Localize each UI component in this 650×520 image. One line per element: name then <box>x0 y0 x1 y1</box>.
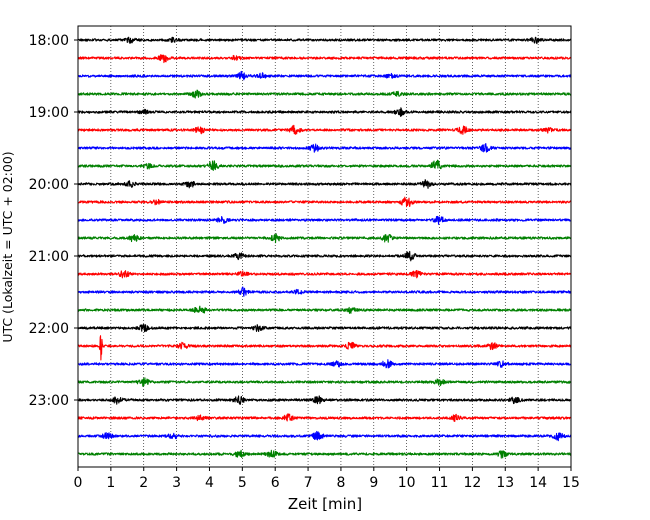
y-tick-label: 23:00 <box>29 393 69 409</box>
trace-2145 <box>77 305 572 314</box>
trace-2045 <box>77 233 572 244</box>
trace-2100 <box>77 250 572 262</box>
trace-1800 <box>77 36 572 45</box>
x-tick-label: 10 <box>398 475 416 491</box>
trace-2315 <box>77 413 572 422</box>
y-axis-label: UTC (Lokalzeit = UTC + 02:00) <box>0 151 15 342</box>
trace-2030 <box>77 215 572 225</box>
x-tick-label: 1 <box>106 475 115 491</box>
y-tick-label: 18:00 <box>29 33 69 49</box>
trace-2000 <box>77 179 572 189</box>
x-tick-label: 6 <box>271 475 280 491</box>
trace-1945 <box>77 159 572 171</box>
trace-1915 <box>77 124 572 135</box>
trace-1930 <box>77 143 572 153</box>
x-axis-label: Zeit [min] <box>288 495 362 513</box>
trace-2200 <box>77 323 572 333</box>
x-tick-label: 3 <box>172 475 181 491</box>
x-tick-label: 7 <box>304 475 313 491</box>
x-tick-label: 11 <box>431 475 449 491</box>
x-tick-label: 0 <box>74 475 83 491</box>
trace-2330 <box>77 430 572 442</box>
trace-2115 <box>77 269 572 279</box>
trace-1845 <box>77 89 572 99</box>
x-tick-label: 9 <box>369 475 378 491</box>
x-tick-label: 12 <box>463 475 481 491</box>
x-tick-label: 2 <box>139 475 148 491</box>
y-tick-label: 20:00 <box>29 177 69 193</box>
trace-2345 <box>77 449 572 459</box>
x-tick-label: 4 <box>205 475 214 491</box>
y-tick-label: 22:00 <box>29 321 69 337</box>
trace-2215 <box>77 335 572 361</box>
x-tick-label: 5 <box>238 475 247 491</box>
trace-1900 <box>77 107 572 117</box>
trace-2015 <box>77 196 572 208</box>
x-axis-ticks: 0 1 2 3 4 5 6 7 8 9 10 11 12 13 14 15 <box>74 467 580 491</box>
trace-2300 <box>77 395 572 405</box>
trace-2130 <box>77 286 572 297</box>
y-tick-label: 21:00 <box>29 249 69 265</box>
trace-1815 <box>77 54 572 64</box>
y-axis-ticks: 18:00 19:00 20:00 21:00 22:00 23:00 <box>29 33 78 409</box>
y-tick-label: 19:00 <box>29 105 69 121</box>
trace-2245 <box>77 377 572 387</box>
x-tick-label: 13 <box>496 475 514 491</box>
x-tick-label: 15 <box>562 475 580 491</box>
x-tick-label: 8 <box>336 475 345 491</box>
trace-layer <box>77 36 572 459</box>
trace-1830 <box>77 70 572 81</box>
x-tick-label: 14 <box>529 475 547 491</box>
plot-frame <box>77 25 572 468</box>
trace-2230 <box>77 359 572 369</box>
